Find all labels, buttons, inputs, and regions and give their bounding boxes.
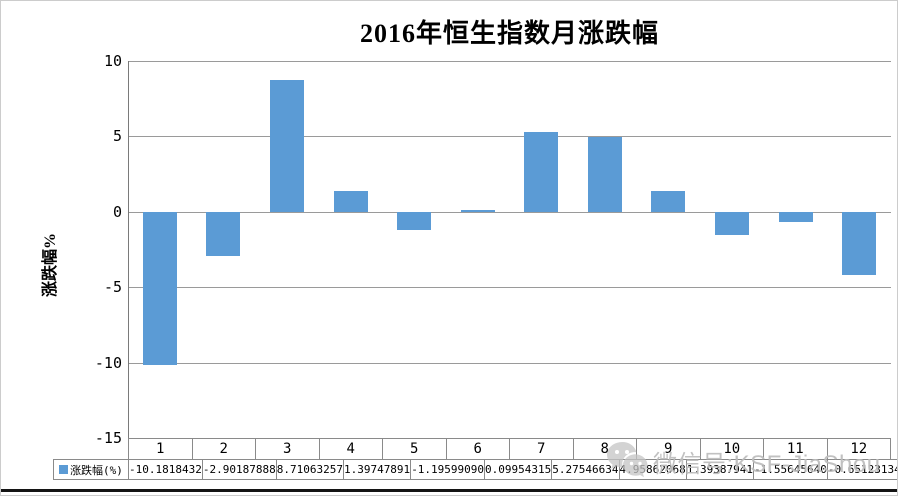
bar-month-8 [587,137,622,212]
month-label-cell: 4 [318,438,382,459]
month-label-cell: 3 [255,438,319,459]
month-label-cell: 7 [509,438,573,459]
bar-month-7 [524,132,559,212]
y-tick-label: 5 [112,127,122,145]
table-value-cell: 1.39747891 [342,459,411,480]
gridline-y10 [128,61,891,62]
gridline-y5 [128,136,891,137]
y-axis-title: 涨跌幅% [42,233,59,298]
table-value-cell: -2.90187888 [201,459,276,480]
month-label-cell: 2 [191,438,255,459]
chart-title: 2016年恒生指数月涨跌幅 [359,19,659,48]
bar-month-3 [269,80,304,212]
month-label-cell: 1 [128,438,192,459]
table-value-cell: 1.39387941 [685,459,753,480]
table-value-cell: 5.27546634 [551,459,619,480]
y-tick-label: 10 [103,52,122,70]
month-label-cell: 8 [572,438,636,459]
table-value-cell: -1.19599090 [410,459,485,480]
month-label-cell: 9 [636,438,700,459]
bar-month-1 [142,211,177,366]
y-tick-label: 0 [112,203,122,221]
legend-cell: 涨跌幅(%) [53,459,128,480]
bar-month-9 [651,190,686,212]
y-axis-line [128,61,129,438]
bottom-border-line [1,489,897,492]
data-table-row: 涨跌幅(%) -10.1818432 -2.90187888 8.71063257 1… [53,459,897,480]
bar-month-2 [206,211,241,256]
bar-month-12 [842,211,877,276]
table-value-cell: -0.65123134 [826,459,897,480]
table-value-cell: 0.09954315 [484,459,552,480]
table-value-cell: 4.95862068 [618,459,686,480]
month-label-cell: 5 [382,438,446,459]
month-label-cell: 6 [445,438,509,459]
plot-area [128,61,891,439]
bar-month-11 [778,211,813,222]
legend-label: 涨跌幅(%) [70,463,123,477]
y-tick-label: -10 [94,354,122,372]
series-color-swatch [59,465,69,474]
gridline-y0 [128,212,891,213]
y-tick-label: -5 [103,278,122,296]
table-value-cell: 8.71063257 [275,459,343,480]
gridline-y-10 [128,363,891,364]
table-value-cell: -1.55645640 [752,459,827,480]
bar-month-10 [715,211,750,236]
gridline-y-5 [128,287,891,288]
month-label-cell: 12 [826,438,891,459]
y-tick-label: -15 [94,429,122,447]
month-label-cell: 10 [699,438,763,459]
bar-month-5 [397,211,432,230]
month-label-cell: 11 [763,438,827,459]
table-value-cell: -10.1818432 [128,459,202,480]
bar-month-4 [333,190,368,212]
bar-month-6 [460,210,495,212]
month-axis-row: 1 2 3 4 5 6 7 8 9 10 11 12 [128,438,891,459]
